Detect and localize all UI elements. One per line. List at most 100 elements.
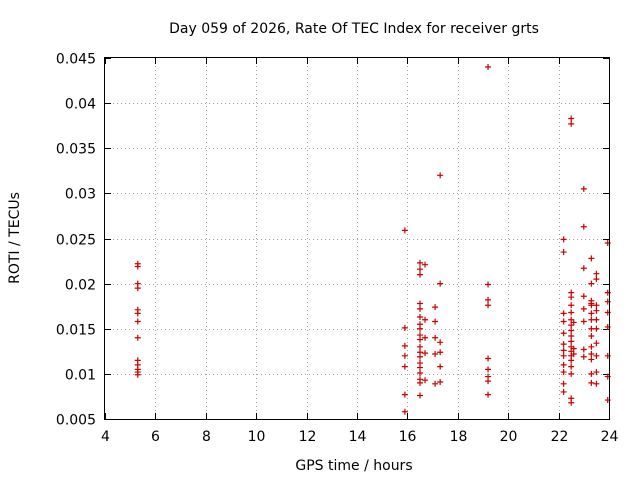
data-point-marker [568, 338, 575, 345]
data-point-marker [568, 332, 575, 339]
data-point-marker [593, 340, 600, 347]
data-point-marker [580, 305, 587, 312]
data-point-marker [593, 276, 600, 283]
data-point-marker [568, 399, 575, 406]
data-point-marker [588, 370, 595, 377]
data-point-marker [568, 294, 575, 301]
data-point-marker [560, 249, 567, 256]
data-point-marker [134, 334, 141, 341]
data-point-marker [432, 334, 439, 341]
data-point-marker [560, 341, 567, 348]
data-point-marker [593, 325, 600, 332]
x-tick-label: 20 [500, 429, 518, 445]
data-point-marker [560, 380, 567, 387]
data-point-marker [437, 280, 444, 287]
data-point-marker [593, 380, 600, 387]
data-point-marker [422, 261, 429, 268]
data-point-marker [588, 356, 595, 363]
data-point-marker [485, 366, 492, 373]
data-point-marker [485, 281, 492, 288]
data-point-marker [422, 334, 429, 341]
data-point-marker [422, 377, 429, 384]
data-point-marker [568, 370, 575, 377]
data-point-marker [401, 408, 408, 415]
data-point-marker [417, 266, 423, 273]
data-point-marker [560, 352, 567, 359]
x-axis: 4 6 8 10 12 14 16 18 20 22 24 [101, 58, 618, 445]
y-axis: 0.005 0.01 0.015 0.02 0.025 0.03 0.035 0.04 0.04… [56, 52, 609, 429]
data-point-marker [417, 369, 423, 376]
x-tick-label: 12 [299, 429, 317, 445]
data-point-marker [588, 310, 595, 317]
data-point-marker [485, 302, 492, 309]
x-tick-label: 14 [349, 429, 367, 445]
chart-title: Day 059 of 2026, Rate Of TEC Index for r… [169, 21, 539, 37]
data-point-marker [588, 255, 595, 262]
data-point-marker [588, 280, 595, 287]
y-tick-label: 0.04 [65, 97, 96, 113]
data-point-marker [485, 296, 492, 303]
x-tick-label: 4 [101, 429, 110, 445]
data-point-marker [580, 223, 587, 230]
x-tick-label: 22 [551, 429, 569, 445]
data-point-marker [134, 285, 141, 292]
data-point-marker [568, 357, 575, 364]
data-point-marker [134, 310, 141, 317]
data-point-marker [588, 325, 595, 332]
data-point-marker [568, 120, 575, 127]
data-point-marker [580, 346, 587, 353]
data-point-marker [593, 316, 600, 323]
y-axis-title: ROTI / TECUs [7, 192, 23, 284]
y-tick-label: 0.045 [56, 52, 96, 68]
x-tick-label: 18 [450, 429, 468, 445]
data-point-marker [580, 293, 587, 300]
data-point-marker [401, 324, 408, 331]
data-point-marker [588, 343, 595, 350]
data-point-marker [593, 369, 600, 376]
data-point-marker [417, 305, 423, 312]
data-point-marker [417, 300, 423, 307]
plot-frame [104, 57, 610, 420]
data-point-marker [588, 332, 595, 339]
data-point-marker [560, 347, 567, 354]
data-point-marker [432, 380, 439, 387]
data-point-marker [593, 270, 600, 277]
data-point-marker [588, 316, 595, 323]
data-point-marker [437, 339, 444, 346]
data-point-marker [593, 302, 600, 309]
x-axis-title: GPS time / hours [295, 458, 412, 474]
data-point-marker [568, 302, 575, 309]
data-point-marker [417, 259, 423, 266]
data-point-marker [401, 363, 408, 370]
y-tick-label: 0.005 [56, 413, 96, 429]
data-point-marker [401, 352, 408, 359]
data-point-marker [485, 64, 492, 71]
data-point-marker [568, 327, 575, 334]
data-point-marker [485, 378, 492, 385]
data-point-marker [134, 318, 141, 325]
data-point-marker [568, 309, 575, 316]
y-tick-label: 0.025 [56, 233, 96, 249]
data-point-marker [437, 378, 444, 385]
data-point-marker [580, 185, 587, 192]
data-point-marker [568, 363, 575, 370]
data-point-marker [568, 115, 575, 122]
data-point-marker [134, 263, 141, 270]
y-tick-label: 0.035 [56, 142, 96, 158]
x-tick-label: 10 [248, 429, 266, 445]
data-point-marker [570, 351, 577, 358]
data-point-marker [593, 352, 600, 359]
data-point-marker [401, 391, 408, 398]
data-point-marker [417, 353, 423, 360]
data-point-marker [437, 363, 444, 370]
data-point-marker [401, 342, 408, 349]
data-point-marker [570, 319, 577, 326]
data-point-marker [437, 172, 444, 179]
data-point-marker [560, 330, 567, 337]
data-point-marker [432, 318, 439, 325]
data-point-marker [560, 369, 567, 376]
x-tick-label: 8 [202, 429, 211, 445]
data-point-marker [417, 336, 423, 343]
data-point-marker [422, 316, 429, 323]
data-point-marker [417, 364, 423, 371]
